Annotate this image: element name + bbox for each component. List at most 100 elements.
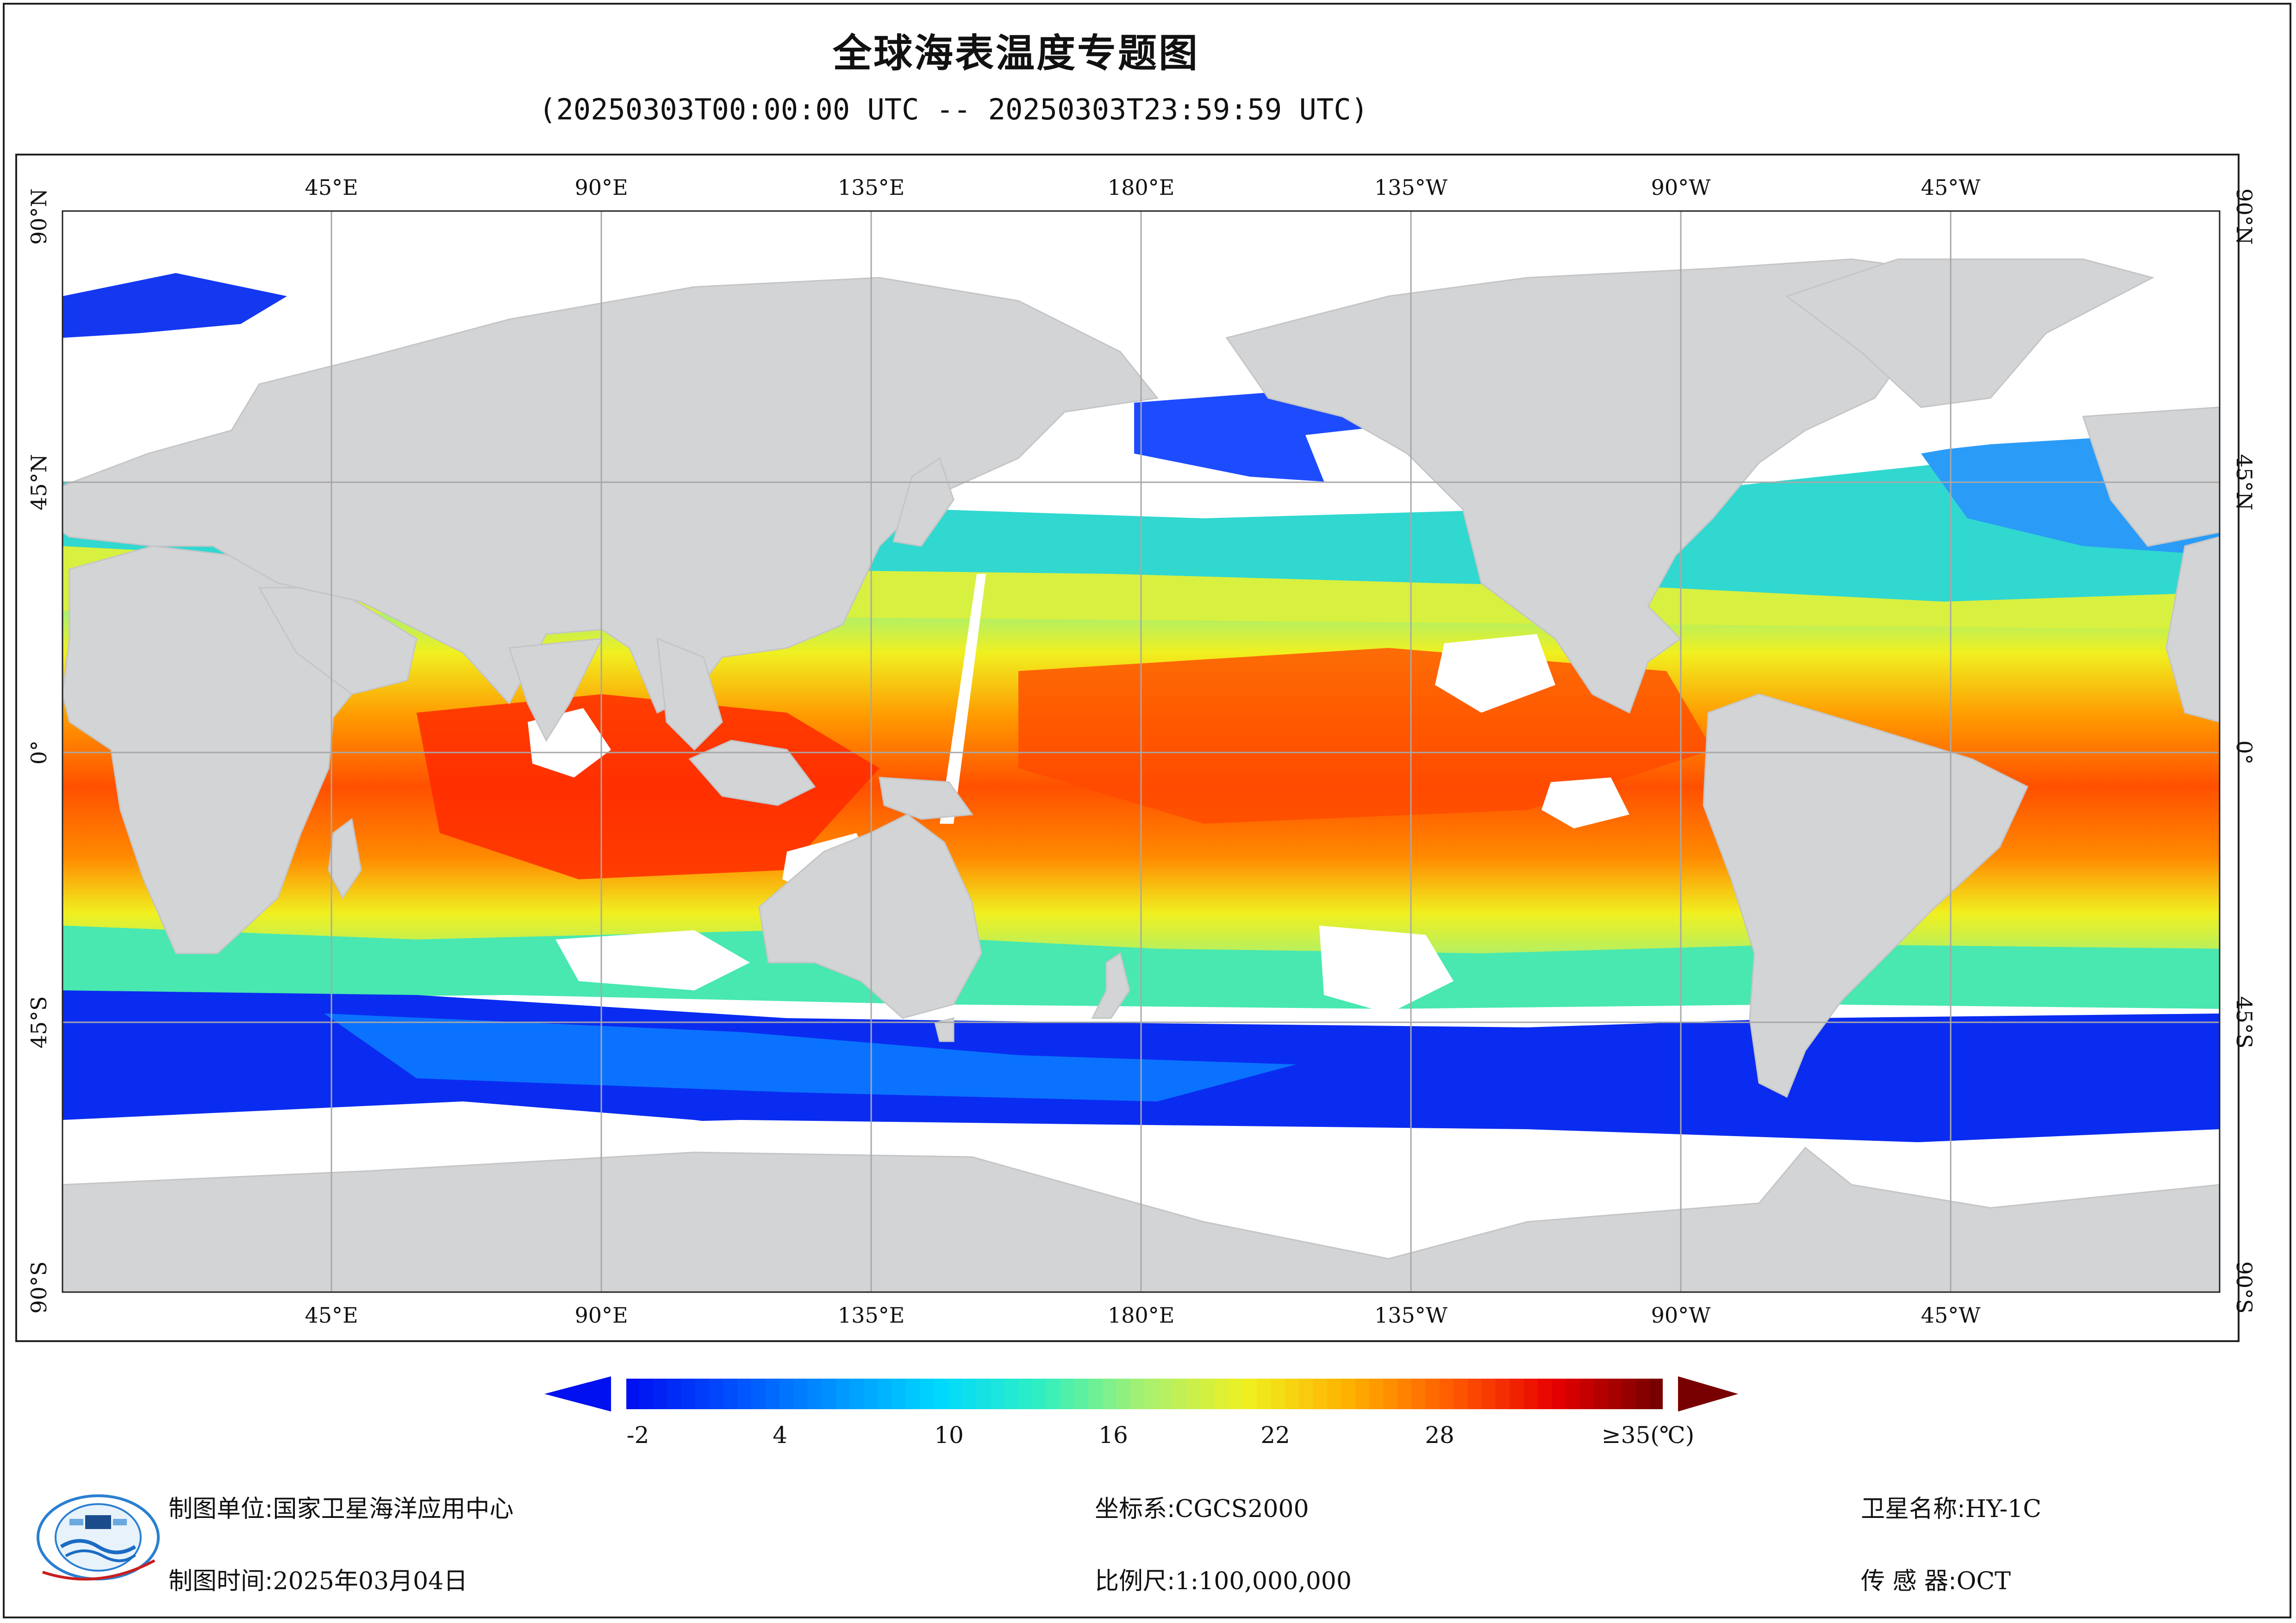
land-india <box>508 638 603 742</box>
lon-label-top-180e: 180°E <box>1107 175 1175 200</box>
colorbar-block <box>1425 1377 1440 1411</box>
lon-label-bottom-45e: 45°E <box>305 1303 358 1328</box>
outer-border <box>3 3 2291 1618</box>
lon-label-top-90e: 90°E <box>574 175 628 200</box>
lon-label-top-90w: 90°W <box>1651 175 1711 200</box>
colorbar-block <box>1341 1377 1356 1411</box>
no-data-cloud-4 <box>1319 926 1454 1014</box>
sst-hot-tropical-pacific <box>1018 648 1713 824</box>
map-title: 全球海表温度专题图 <box>832 31 1199 76</box>
lon-label-bottom-135e: 135°E <box>837 1303 905 1328</box>
sst-arctic-sea <box>62 273 287 338</box>
colorbar-block <box>892 1377 906 1411</box>
no-data-cloud-2 <box>1435 634 1555 713</box>
colorbar-block <box>667 1377 681 1411</box>
time-range-subtitle: (20250303T00:00:00 UTC -- 20250303T23:59… <box>539 93 1368 126</box>
colorbar-tick-35: ≥35(℃) <box>1601 1422 1695 1449</box>
no-data-cloud-5 <box>555 930 750 990</box>
lon-label-bottom-90e: 90°E <box>574 1303 628 1328</box>
production-time-label: 制图时间: <box>168 1567 273 1595</box>
colorbar-under-arrow <box>544 1376 611 1412</box>
colorbar-block <box>765 1377 780 1411</box>
sensor-row: 传 感 器:OCT <box>1861 1561 2011 1596</box>
lon-label-top-135e: 135°E <box>837 175 905 200</box>
colorbar-tick-10: 10 <box>934 1422 964 1449</box>
lon-label-top-45w: 45°W <box>1921 175 1981 200</box>
colorbar-block <box>920 1377 935 1411</box>
colorbar-block <box>1608 1377 1622 1411</box>
colorbar-block <box>1650 1377 1665 1411</box>
sensor-label: 传 感 器: <box>1861 1567 1957 1595</box>
production-time-value: 2025年03月04日 <box>273 1567 468 1595</box>
colorbar-block <box>639 1377 654 1411</box>
colorbar-block <box>1144 1377 1159 1411</box>
colorbar-tick-22: 22 <box>1260 1422 1290 1449</box>
colorbar-block <box>1397 1377 1412 1411</box>
colorbar-block <box>1327 1377 1341 1411</box>
colorbar-block <box>863 1377 878 1411</box>
colorbar-block <box>1186 1377 1201 1411</box>
nsoas-logo-icon <box>37 1494 160 1581</box>
colorbar-frame <box>624 1376 1666 1412</box>
colorbar-block <box>821 1377 836 1411</box>
colorbar-tick-16: 16 <box>1098 1422 1128 1449</box>
colorbar-block <box>1060 1377 1075 1411</box>
colorbar-block <box>1173 1377 1187 1411</box>
lon-label-top-45e: 45°E <box>305 175 358 200</box>
lat-label-left-0: 0° <box>26 740 51 765</box>
colorbar-block <box>1257 1377 1272 1411</box>
producer-label: 制图单位: <box>168 1495 273 1523</box>
colorbar-block <box>1439 1377 1454 1411</box>
colorbar-block <box>1523 1377 1538 1411</box>
colorbar-block <box>1158 1377 1173 1411</box>
colorbar-block <box>653 1377 668 1411</box>
colorbar-block <box>1411 1377 1426 1411</box>
land-new-zealand <box>1091 952 1130 1019</box>
colorbar-block <box>1495 1377 1510 1411</box>
lat-label-left-45s: 45°S <box>26 996 51 1049</box>
lat-label-right-45n: 45°N <box>2232 454 2257 510</box>
colorbar-block <box>1299 1377 1314 1411</box>
map-inner-border <box>62 210 2221 1293</box>
sensor-value: OCT <box>1956 1567 2011 1595</box>
land-tasmania <box>934 1017 955 1042</box>
colorbar-block <box>751 1377 766 1411</box>
colorbar-block <box>737 1377 752 1411</box>
colorbar-block <box>793 1377 808 1411</box>
scale-value: 1:100,000,000 <box>1175 1567 1352 1595</box>
colorbar-block <box>1636 1377 1651 1411</box>
colorbar-block <box>948 1377 962 1411</box>
colorbar-block <box>1004 1377 1019 1411</box>
colorbar-block <box>1579 1377 1594 1411</box>
colorbar-block <box>1200 1377 1215 1411</box>
colorbar-block <box>1271 1377 1285 1411</box>
land-japan <box>892 457 955 547</box>
land-west-africa <box>2165 536 2220 723</box>
map-layers <box>62 211 2220 1292</box>
colorbar-block <box>1453 1377 1468 1411</box>
scale-row: 比例尺:1:100,000,000 <box>1095 1561 1352 1596</box>
lat-label-left-90s: 90°S <box>26 1261 51 1314</box>
colorbar-block <box>1552 1377 1566 1411</box>
sst-southern-ocean-mid <box>324 1014 1296 1101</box>
lat-label-right-90n: 90°N <box>2232 188 2257 245</box>
lon-label-top-135w: 135°W <box>1374 175 1448 200</box>
colorbar-block <box>1130 1377 1145 1411</box>
colorbar-tick-minus2: -2 <box>626 1422 649 1449</box>
colorbar-block <box>1074 1377 1089 1411</box>
colorbar-block <box>1215 1377 1229 1411</box>
colorbar-block <box>681 1377 696 1411</box>
map-frame <box>15 154 2240 1342</box>
colorbar-block <box>878 1377 892 1411</box>
colorbar-block <box>1594 1377 1609 1411</box>
land-madagascar <box>328 818 362 899</box>
colorbar-block <box>1510 1377 1524 1411</box>
colorbar-block <box>836 1377 850 1411</box>
colorbar-block <box>1313 1377 1328 1411</box>
colorbar-block <box>1467 1377 1482 1411</box>
colorbar-block <box>1088 1377 1103 1411</box>
land-europe <box>2082 406 2220 547</box>
colorbar-block <box>1116 1377 1131 1411</box>
lat-label-left-45n: 45°N <box>26 454 51 510</box>
colorbar-blocks <box>624 1376 1666 1412</box>
